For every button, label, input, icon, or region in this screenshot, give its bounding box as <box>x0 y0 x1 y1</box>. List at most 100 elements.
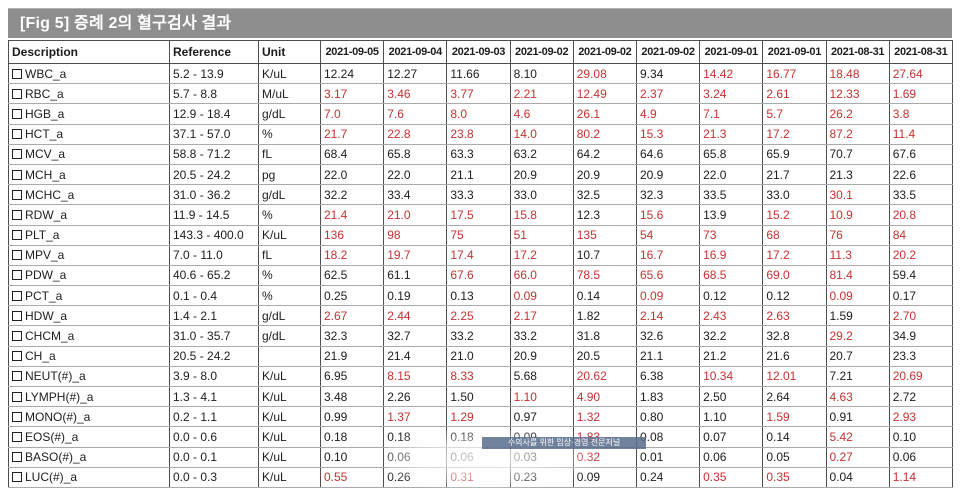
header-row: Description Reference Unit 2021-09-05 202… <box>8 40 953 64</box>
cell-value: 33.4 <box>383 184 448 206</box>
row-label: LUC(#)_a <box>25 470 78 485</box>
cell-value: 22.0 <box>383 163 448 186</box>
cell-description: MCH_a <box>8 163 170 186</box>
cell-unit: K/uL <box>258 62 321 85</box>
cell-value: 0.35 <box>699 466 764 489</box>
cell-value: 0.12 <box>762 285 827 307</box>
row-checkbox[interactable] <box>12 149 22 160</box>
cell-value: 0.23 <box>509 466 574 489</box>
cell-value: 5.68 <box>509 365 574 388</box>
cell-value: 2.70 <box>888 305 953 327</box>
cell-description: NEUT(#)_a <box>8 365 170 388</box>
row-label: RBC_a <box>25 86 64 101</box>
col-header-description: Description <box>8 40 170 64</box>
row-label: CH_a <box>25 349 56 364</box>
cell-value: 1.29 <box>446 406 511 428</box>
cell-value: 34.9 <box>888 325 953 347</box>
cell-value: 12.27 <box>383 62 448 85</box>
row-checkbox[interactable] <box>12 270 22 281</box>
cell-value: 29.2 <box>825 325 890 347</box>
cell-value: 67.6 <box>446 264 511 287</box>
row-checkbox[interactable] <box>12 169 22 180</box>
row-label: RDW_a <box>25 207 68 222</box>
cell-value: 0.10 <box>319 446 385 468</box>
cell-value: 0.08 <box>635 426 701 448</box>
cell-value: 1.59 <box>762 406 827 428</box>
row-checkbox[interactable] <box>12 88 22 99</box>
row-checkbox[interactable] <box>12 310 22 321</box>
row-checkbox[interactable] <box>12 331 22 342</box>
row-checkbox[interactable] <box>12 391 22 402</box>
row-checkbox[interactable] <box>12 209 22 220</box>
cell-value: 0.18 <box>319 426 385 448</box>
cell-value: 19.7 <box>383 244 448 266</box>
cell-reference: 37.1 - 57.0 <box>169 123 259 145</box>
row-checkbox[interactable] <box>12 431 22 442</box>
row-checkbox[interactable] <box>12 452 22 463</box>
table-row: LYMPH(#)_a 1.3 - 4.1 K/uL 3.48 2.26 1.50 1.10 4… <box>8 385 953 408</box>
row-label: NEUT(#)_a <box>25 369 86 384</box>
cell-value: 0.06 <box>446 446 511 468</box>
table-row: CHCM_a 31.0 - 35.7 g/dL 32.3 32.7 33.2 33.2 31.… <box>8 325 953 347</box>
cell-value: 0.14 <box>572 285 637 307</box>
row-checkbox[interactable] <box>12 189 22 200</box>
row-checkbox[interactable] <box>12 129 22 140</box>
cell-reference: 3.9 - 8.0 <box>169 365 259 388</box>
cell-unit: fL <box>258 143 321 165</box>
cell-value: 73 <box>699 224 764 246</box>
cell-value: 17.2 <box>762 244 827 266</box>
cell-value: 11.3 <box>825 244 890 266</box>
row-label: MONO(#)_a <box>25 409 91 424</box>
row-label: MPV_a <box>25 248 65 263</box>
cell-value: 4.6 <box>509 103 574 125</box>
cell-value: 2.17 <box>509 305 574 327</box>
col-header-date: 2021-09-02 <box>509 40 574 64</box>
cell-value: 3.8 <box>888 103 953 125</box>
cell-unit: g/dL <box>258 103 321 125</box>
cell-value: 0.09 <box>572 466 637 489</box>
cell-value: 14.0 <box>509 123 574 145</box>
cell-value: 0.26 <box>383 466 448 489</box>
cell-value: 10.9 <box>825 204 890 226</box>
cell-description: MPV_a <box>8 244 170 266</box>
cell-reference: 20.5 - 24.2 <box>169 345 259 367</box>
cell-value: 20.62 <box>572 365 637 388</box>
cell-value: 21.2 <box>699 345 764 367</box>
row-checkbox[interactable] <box>12 371 22 382</box>
cell-value: 0.19 <box>383 285 448 307</box>
cell-value: 0.25 <box>319 285 385 307</box>
row-checkbox[interactable] <box>12 472 22 483</box>
cell-unit: K/uL <box>258 406 321 428</box>
cell-value: 2.43 <box>699 305 764 327</box>
row-checkbox[interactable] <box>12 230 22 241</box>
cell-reference: 0.2 - 1.1 <box>169 406 259 428</box>
cell-value: 3.17 <box>319 83 385 105</box>
cell-description: LUC(#)_a <box>8 466 170 489</box>
table-row: LUC(#)_a 0.0 - 0.3 K/uL 0.55 0.26 0.31 0.23 0.0… <box>8 466 953 489</box>
figure-title: [Fig 5] 증례 2의 혈구검사 결과 <box>8 8 952 38</box>
row-checkbox[interactable] <box>12 250 22 261</box>
cell-reference: 31.0 - 36.2 <box>169 184 259 206</box>
table-row: EOS(#)_a 0.0 - 0.6 K/uL 0.18 0.18 0.18 0.09 1.8… <box>8 426 953 448</box>
cell-value: 22.6 <box>888 163 953 186</box>
row-label: EOS(#)_a <box>25 429 79 444</box>
cell-value: 21.3 <box>699 123 764 145</box>
row-checkbox[interactable] <box>12 68 22 79</box>
row-checkbox[interactable] <box>12 411 22 422</box>
row-label: MCHC_a <box>25 187 75 202</box>
row-checkbox[interactable] <box>12 290 22 301</box>
cell-value: 2.67 <box>319 305 385 327</box>
cell-value: 0.09 <box>509 285 574 307</box>
cell-value: 12.01 <box>762 365 827 388</box>
cell-value: 30.1 <box>825 184 890 206</box>
cell-value: 20.9 <box>509 345 574 367</box>
cell-value: 98 <box>383 224 448 246</box>
cell-value: 9.34 <box>635 62 701 85</box>
cell-reference: 0.0 - 0.6 <box>169 426 259 448</box>
cell-value: 59.4 <box>888 264 953 287</box>
cell-value: 0.27 <box>825 446 890 468</box>
table-row: PLT_a 143.3 - 400.0 K/uL 136 98 75 51 135 54 73 68… <box>8 224 953 246</box>
cell-value: 2.26 <box>383 385 448 408</box>
row-checkbox[interactable] <box>12 108 22 119</box>
row-checkbox[interactable] <box>12 351 22 362</box>
